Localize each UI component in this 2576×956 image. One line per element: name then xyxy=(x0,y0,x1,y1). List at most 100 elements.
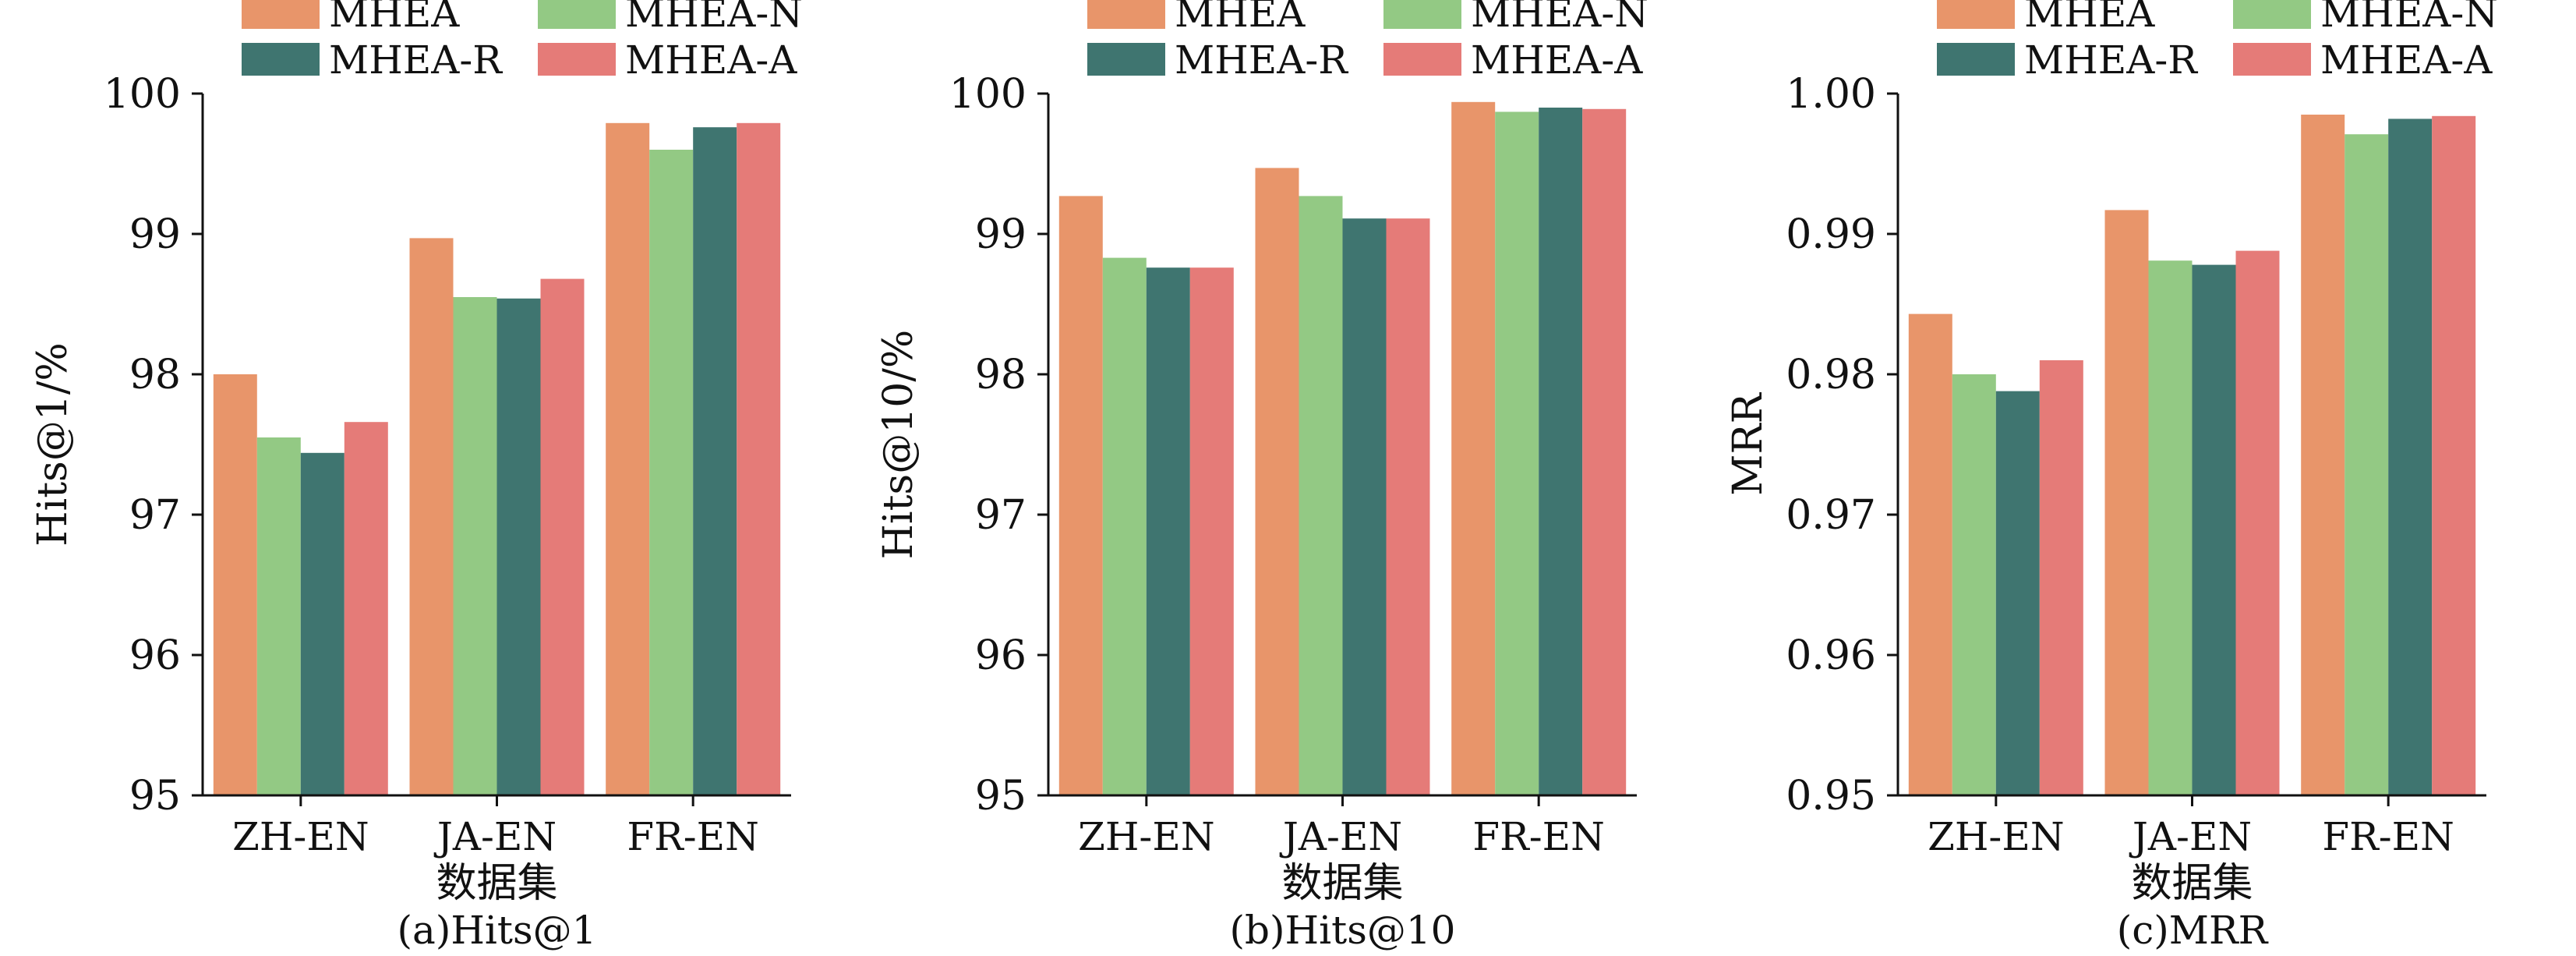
bar-mhea-a-fr-en xyxy=(737,122,781,796)
y-tick-label: 0.99 xyxy=(1786,211,1876,258)
chart-panel-3: ZH-EN JA-EN FR-EN 0.95 0.96 0.97 0.98 0.99 1.00 M… xyxy=(1725,0,2498,953)
bar-mhea-n-fr-en xyxy=(1495,112,1539,795)
bar-mhea-a-zh-en xyxy=(1189,267,1234,795)
panel-title: (b)Hits@10 xyxy=(1230,908,1456,953)
legend-label: MHEA-R xyxy=(2024,37,2198,83)
bar-mhea-n-fr-en xyxy=(2345,134,2389,795)
legend-label: MHEA xyxy=(1175,0,1306,36)
y-axis-title: Hits@1/% xyxy=(30,342,76,547)
bar-mhea-a-fr-en xyxy=(2432,115,2476,796)
bar-mhea-a-ja-en xyxy=(2235,250,2280,796)
y-tick-label: 100 xyxy=(104,71,181,118)
x-tick-label: JA-EN xyxy=(433,814,557,859)
chart-panel-1: ZH-EN JA-EN FR-EN 95 96 97 98 99 100 Hits@1/% 数据集(… xyxy=(30,0,803,953)
y-tick-label: 99 xyxy=(129,211,181,258)
panel-title: (c)MRR xyxy=(2117,908,2269,953)
legend-label: MHEA-A xyxy=(2320,37,2493,83)
legend-label: MHEA-A xyxy=(1471,37,1643,83)
bar-mhea-fr-en xyxy=(606,122,650,796)
bar-mhea-r-fr-en xyxy=(2388,119,2433,795)
bar-mhea-a-ja-en xyxy=(540,278,585,796)
bar-mhea-n-fr-en xyxy=(649,150,694,795)
bar-mhea-r-zh-en xyxy=(1995,391,2040,796)
panel-title: (a)Hits@1 xyxy=(398,908,597,953)
bar-mhea-fr-en xyxy=(2301,115,2345,795)
bar-mhea-r-zh-en xyxy=(1146,267,1190,795)
x-tick-label: ZH-EN xyxy=(1928,814,2065,859)
x-tick-label: FR-EN xyxy=(1472,814,1604,859)
y-axis-title: Hits@10/% xyxy=(875,330,922,560)
x-tick-label: JA-EN xyxy=(1279,814,1402,859)
y-tick-label: 0.95 xyxy=(1786,773,1876,820)
bar-mhea-n-zh-en xyxy=(256,437,301,795)
y-tick-label: 98 xyxy=(975,352,1027,398)
bar-mhea-r-ja-en xyxy=(496,298,541,795)
legend-swatch-mhea-n xyxy=(2233,0,2311,29)
y-axis-title: MRR xyxy=(1725,391,1772,495)
x-tick-label: JA-EN xyxy=(2129,814,2252,859)
legend-label: MHEA-N xyxy=(2320,0,2498,36)
x-tick-label: ZH-EN xyxy=(232,814,369,859)
bar-mhea-ja-en xyxy=(409,238,454,795)
bar-mhea-zh-en xyxy=(213,374,257,795)
y-tick-label: 95 xyxy=(129,773,181,820)
y-tick-label: 0.98 xyxy=(1786,352,1876,398)
legend-swatch-mhea xyxy=(242,0,320,29)
legend-swatch-mhea-r xyxy=(1937,43,2015,76)
x-tick-label: ZH-EN xyxy=(1078,814,1215,859)
legend-swatch-mhea-a xyxy=(538,43,616,76)
bar-mhea-n-zh-en xyxy=(1102,257,1147,796)
chart-panel-2: ZH-EN JA-EN FR-EN 95 96 97 98 99 100 Hits@10/% 数据集… xyxy=(875,0,1648,953)
x-axis-title: 数据集 xyxy=(436,860,557,907)
x-axis-title: 数据集 xyxy=(1281,860,1403,907)
legend-swatch-mhea-n xyxy=(538,0,616,29)
y-tick-label: 96 xyxy=(975,632,1027,679)
bar-mhea-a-zh-en xyxy=(344,422,388,795)
bar-mhea-ja-en xyxy=(1255,168,1299,795)
bar-mhea-r-ja-en xyxy=(2192,264,2236,796)
y-tick-label: 0.96 xyxy=(1786,632,1876,679)
y-tick-label: 95 xyxy=(975,773,1027,820)
y-tick-label: 1.00 xyxy=(1786,71,1876,118)
legend-swatch-mhea xyxy=(1937,0,2015,29)
y-tick-label: 100 xyxy=(949,71,1027,118)
x-tick-label: FR-EN xyxy=(2322,814,2454,859)
legend-label: MHEA-N xyxy=(1471,0,1648,36)
y-tick-label: 96 xyxy=(129,632,181,679)
y-tick-label: 99 xyxy=(975,211,1027,258)
legend-label: MHEA xyxy=(2024,0,2155,36)
legend-swatch-mhea-a xyxy=(2233,43,2311,76)
bar-mhea-a-ja-en xyxy=(1386,218,1430,795)
legend-swatch-mhea-a xyxy=(1383,43,1461,76)
legend-label: MHEA-A xyxy=(625,37,797,83)
bar-mhea-a-fr-en xyxy=(1582,108,1627,796)
bar-mhea-zh-en xyxy=(1058,196,1103,795)
x-tick-label: FR-EN xyxy=(627,814,758,859)
bar-mhea-n-ja-en xyxy=(1299,196,1343,795)
x-axis-title: 数据集 xyxy=(2131,860,2253,907)
bar-mhea-n-ja-en xyxy=(453,297,497,795)
bar-mhea-n-zh-en xyxy=(1952,374,1996,795)
bar-mhea-r-ja-en xyxy=(1342,218,1387,795)
y-tick-label: 97 xyxy=(129,492,181,539)
y-tick-label: 98 xyxy=(129,352,181,398)
legend-label: MHEA-N xyxy=(625,0,803,36)
legend-swatch-mhea-n xyxy=(1383,0,1461,29)
y-tick-label: 0.97 xyxy=(1786,492,1876,539)
bar-mhea-fr-en xyxy=(1451,101,1496,796)
bar-mhea-r-zh-en xyxy=(300,452,345,795)
bar-mhea-r-fr-en xyxy=(693,127,737,795)
legend-swatch-mhea xyxy=(1087,0,1165,29)
legend-label: MHEA-R xyxy=(1175,37,1348,83)
y-tick-label: 97 xyxy=(975,492,1027,539)
bar-mhea-r-fr-en xyxy=(1539,108,1583,795)
bar-mhea-a-zh-en xyxy=(2039,360,2083,795)
bar-mhea-n-ja-en xyxy=(2148,260,2193,795)
legend-swatch-mhea-r xyxy=(1087,43,1165,76)
legend-swatch-mhea-r xyxy=(242,43,320,76)
bar-mhea-zh-en xyxy=(1908,313,1952,796)
bar-mhea-ja-en xyxy=(2104,210,2149,795)
legend-label: MHEA xyxy=(329,0,460,36)
legend-label: MHEA-R xyxy=(329,37,503,83)
